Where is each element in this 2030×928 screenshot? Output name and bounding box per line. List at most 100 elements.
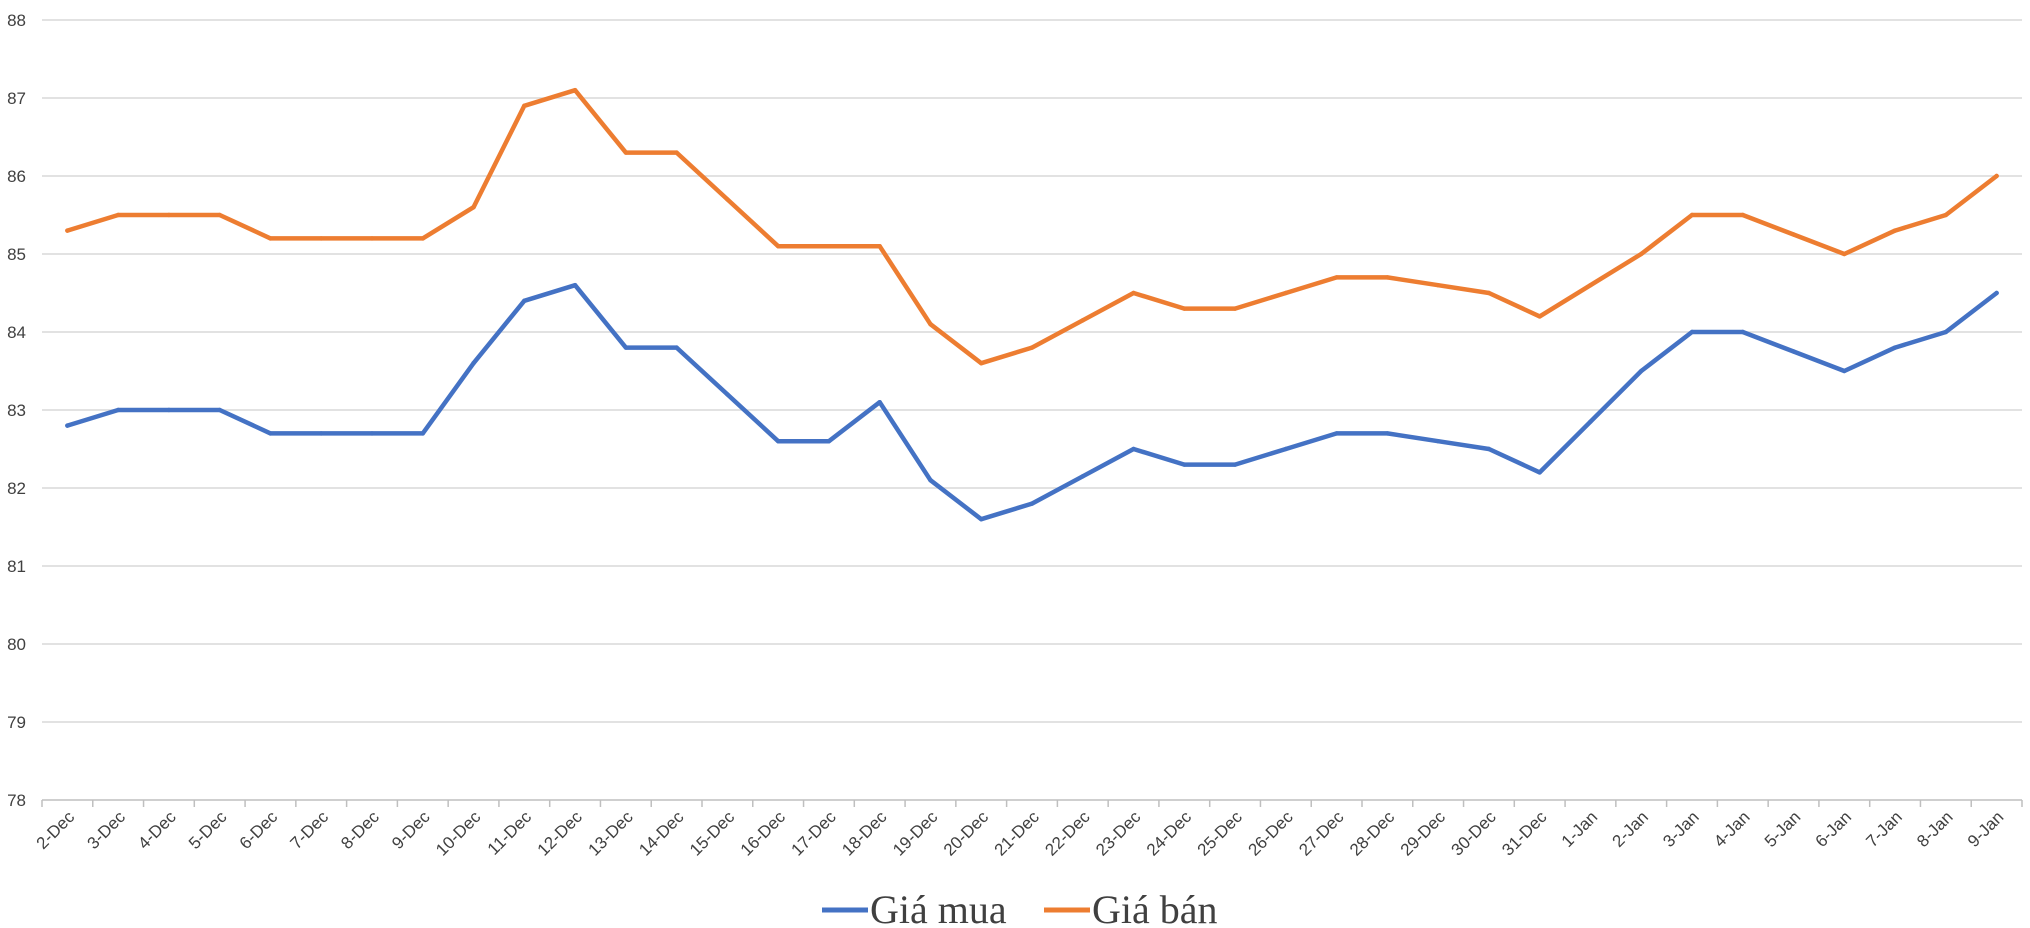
legend-label-gia-ban: Giá bán [1092,887,1218,928]
data-point [1842,368,1847,374]
x-tick-label: 4-Jan [1710,807,1754,851]
x-tick-label: 24-Dec [1143,807,1196,860]
data-point [826,244,832,249]
x-tick-label: 6-Jan [1812,807,1856,851]
x-tick-label: 21-Dec [991,807,1044,860]
x-tick-label: 20-Dec [940,807,993,860]
data-point [522,298,527,303]
data-point [369,236,375,241]
x-tick-label: 30-Dec [1448,807,1501,860]
data-point [115,212,121,218]
x-tick-label: 26-Dec [1244,807,1297,860]
x-tick-label: 14-Dec [635,807,688,860]
y-tick-label: 83 [7,401,26,420]
data-point [1486,290,1492,296]
gridlines [42,19,2022,801]
data-point [572,88,578,93]
x-tick-label: 11-Dec [484,807,536,859]
data-point [1232,462,1238,467]
data-point [1232,306,1238,311]
data-point [826,439,832,444]
data-point [1689,329,1695,335]
data-point [1435,439,1441,444]
data-point [1740,329,1745,335]
data-point [979,361,984,366]
data-point [1182,306,1187,311]
x-tick-label: 7-Jan [1862,807,1906,851]
data-point [775,244,781,249]
data-point [1588,283,1593,288]
series-lines [65,87,1999,522]
data-point [65,228,70,233]
data-point [420,236,425,241]
data-point [1791,232,1796,237]
x-tick-label: 8-Dec [337,807,383,853]
data-point [928,322,933,327]
data-point [1943,329,1949,335]
data-point [268,431,273,436]
y-tick-label: 81 [7,557,26,576]
data-point [115,407,121,413]
x-tick-label: 31-Dec [1498,807,1551,860]
data-point [471,361,476,366]
x-tick-label: 23-Dec [1092,807,1145,860]
data-point [928,478,933,483]
data-point [1029,501,1035,506]
data-point [1182,462,1187,467]
data-point [166,212,172,218]
x-tick-label: 22-Dec [1041,807,1094,860]
x-tick-label: 2-Dec [33,807,79,853]
x-tick-label: 1-Jan [1558,807,1602,851]
data-point [1435,283,1441,288]
data-point [1385,431,1390,436]
y-axis-ticks: 78 79 80 81 82 83 84 85 86 87 88 [7,11,26,810]
data-point [1283,290,1289,296]
x-tick-label: 15-Dec [686,807,739,860]
data-point [623,150,629,155]
x-tick-label: 19-Dec [889,807,942,860]
data-point [1943,212,1949,218]
data-point [674,345,679,350]
y-tick-label: 86 [7,167,26,186]
data-point [1689,212,1695,218]
x-tick-label: 28-Dec [1346,807,1399,860]
data-point [319,236,324,241]
data-point [1588,419,1593,424]
data-point [420,431,425,436]
data-point [319,431,324,436]
data-point [1537,314,1542,319]
data-point [369,431,375,436]
data-point [217,212,222,218]
data-point [217,407,222,413]
data-point [1791,349,1796,354]
x-tick-label: 9-Dec [388,807,434,853]
data-point [1740,212,1745,218]
x-tick-label: 18-Dec [838,807,891,860]
y-tick-label: 84 [7,323,26,342]
data-point [1029,345,1035,350]
data-point [979,517,984,522]
data-point [725,392,730,397]
series-line-1 [65,87,1999,366]
x-tick-label: 5-Jan [1761,807,1805,851]
data-point [1131,290,1136,296]
data-point [1639,368,1644,374]
x-axis: 2-Dec 3-Dec 4-Dec 5-Dec 6-Dec 7-Dec 8-Dec 9-Dec… [33,800,2023,860]
x-tick-label: 16-Dec [737,807,790,860]
y-tick-label: 87 [7,89,26,108]
data-point [1334,431,1339,436]
data-point [572,283,578,288]
data-point [674,150,679,155]
legend-label-gia-mua: Giá mua [870,887,1007,928]
data-point [1994,290,1999,296]
data-point [522,103,527,109]
data-point [471,205,476,210]
data-point [1486,446,1492,452]
x-tick-label: 3-Dec [83,807,129,853]
data-point [268,236,273,241]
y-tick-label: 82 [7,479,26,498]
data-point [1892,345,1898,350]
data-point [877,244,882,249]
data-point [166,407,172,413]
